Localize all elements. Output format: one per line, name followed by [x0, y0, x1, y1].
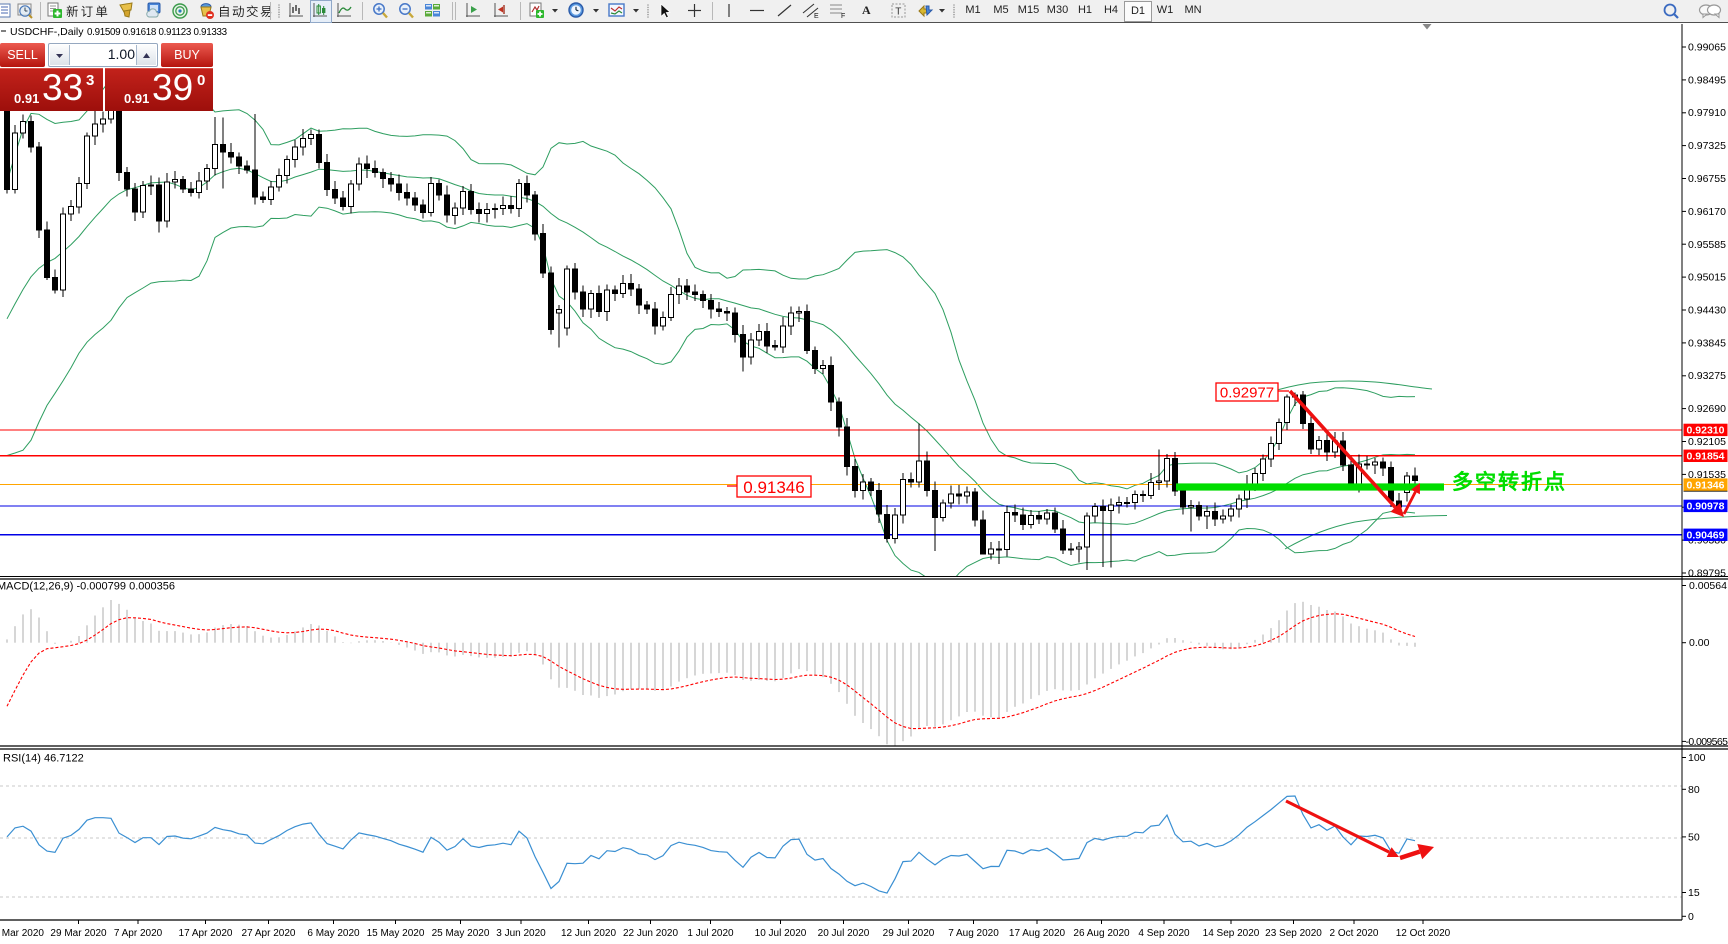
svg-text:0.00564: 0.00564 — [1689, 580, 1727, 592]
svg-text:0.96170: 0.96170 — [1688, 206, 1726, 218]
svg-text:26 Aug 2020: 26 Aug 2020 — [1073, 928, 1130, 939]
svg-text:10 Jul 2020: 10 Jul 2020 — [755, 928, 807, 939]
svg-text:0.92977: 0.92977 — [1220, 385, 1274, 402]
svg-text:80: 80 — [1688, 784, 1700, 796]
svg-text:F: F — [841, 13, 845, 20]
svg-text:0.97910: 0.97910 — [1688, 107, 1726, 119]
svg-text:RSI(14) 46.7122: RSI(14) 46.7122 — [3, 753, 84, 765]
svg-text:0.92310: 0.92310 — [1687, 425, 1725, 437]
svg-text:6 May 2020: 6 May 2020 — [307, 928, 360, 939]
svg-text:-0.009565: -0.009565 — [1686, 736, 1728, 748]
svg-text:0.92105: 0.92105 — [1688, 436, 1726, 448]
svg-text:4 Sep 2020: 4 Sep 2020 — [1138, 928, 1190, 939]
svg-text:15: 15 — [1688, 887, 1700, 899]
svg-text:0.95015: 0.95015 — [1688, 272, 1726, 284]
svg-text:12 Jun 2020: 12 Jun 2020 — [561, 928, 616, 939]
svg-text:0.90978: 0.90978 — [1687, 501, 1725, 513]
svg-text:0: 0 — [1688, 911, 1694, 923]
svg-text:29 Jul 2020: 29 Jul 2020 — [883, 928, 935, 939]
svg-text:7 Aug 2020: 7 Aug 2020 — [948, 928, 999, 939]
svg-text:0.94430: 0.94430 — [1688, 305, 1726, 317]
svg-text:2 Oct 2020: 2 Oct 2020 — [1330, 928, 1379, 939]
svg-text:27 Apr 2020: 27 Apr 2020 — [242, 928, 296, 939]
svg-text:17 Apr 2020: 17 Apr 2020 — [179, 928, 233, 939]
svg-text:1 Jul 2020: 1 Jul 2020 — [687, 928, 734, 939]
svg-text:15 May 2020: 15 May 2020 — [367, 928, 425, 939]
svg-text:3 Jun 2020: 3 Jun 2020 — [496, 928, 546, 939]
svg-text:20 Jul 2020: 20 Jul 2020 — [818, 928, 870, 939]
svg-text:0.91854: 0.91854 — [1687, 451, 1725, 463]
svg-text:0.91346: 0.91346 — [743, 478, 804, 497]
svg-text:50: 50 — [1688, 831, 1700, 843]
svg-text:0.98495: 0.98495 — [1688, 74, 1726, 86]
svg-text:0.95585: 0.95585 — [1688, 239, 1726, 251]
svg-text:E: E — [814, 13, 819, 20]
svg-text:0.91535: 0.91535 — [1688, 469, 1726, 481]
svg-text:0.00: 0.00 — [1689, 637, 1710, 649]
svg-text:0.91346: 0.91346 — [1687, 479, 1725, 491]
svg-text:22 Jun 2020: 22 Jun 2020 — [623, 928, 678, 939]
svg-text:USDCHF-,Daily: USDCHF-,Daily — [10, 26, 84, 38]
svg-text:0.91509 0.91618 0.91123 0.9133: 0.91509 0.91618 0.91123 0.91333 — [87, 27, 228, 38]
svg-text:0.93845: 0.93845 — [1688, 337, 1726, 349]
svg-text:0.92690: 0.92690 — [1688, 403, 1726, 415]
svg-text:MACD(12,26,9) -0.000799 0.0003: MACD(12,26,9) -0.000799 0.000356 — [0, 581, 175, 593]
svg-text:23 Sep 2020: 23 Sep 2020 — [1265, 928, 1322, 939]
svg-text:0.97325: 0.97325 — [1688, 140, 1726, 152]
svg-text:0.99065: 0.99065 — [1688, 42, 1726, 54]
svg-text:0.89795: 0.89795 — [1688, 568, 1726, 580]
svg-text:17 Aug 2020: 17 Aug 2020 — [1009, 928, 1066, 939]
svg-text:25 May 2020: 25 May 2020 — [432, 928, 490, 939]
svg-text:T: T — [895, 7, 901, 18]
svg-text:7 Apr 2020: 7 Apr 2020 — [114, 928, 163, 939]
svg-text:100: 100 — [1688, 752, 1706, 764]
svg-text:Mar 2020: Mar 2020 — [2, 928, 45, 939]
svg-text:0.96755: 0.96755 — [1688, 173, 1726, 185]
svg-text:29 Mar 2020: 29 Mar 2020 — [50, 928, 107, 939]
svg-text:0.93275: 0.93275 — [1688, 370, 1726, 382]
svg-text:12 Oct 2020: 12 Oct 2020 — [1396, 928, 1451, 939]
svg-text:14 Sep 2020: 14 Sep 2020 — [1203, 928, 1260, 939]
svg-text:0.90469: 0.90469 — [1687, 530, 1725, 542]
